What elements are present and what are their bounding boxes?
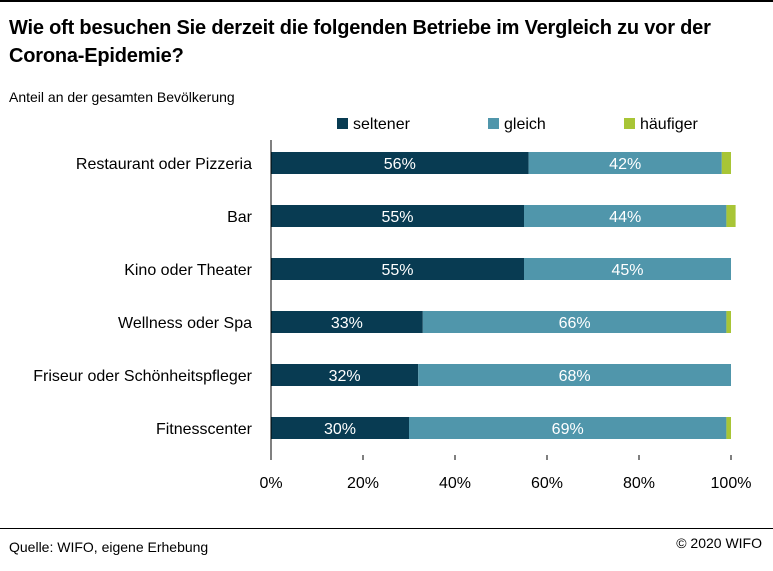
category-label: Restaurant oder Pizzeria xyxy=(76,156,252,173)
data-label-gleich: 44% xyxy=(609,209,641,226)
data-label-gleich: 42% xyxy=(609,156,641,173)
legend-swatch-haeufiger xyxy=(624,118,635,129)
data-label-seltener: 33% xyxy=(331,315,363,332)
x-tick-label: 40% xyxy=(439,475,471,492)
bar-segment-haeufiger xyxy=(726,417,731,439)
data-label-seltener: 30% xyxy=(324,421,356,438)
category-label: Friseur oder Schönheitspfleger xyxy=(33,368,252,385)
legend-label-haeufiger: häufiger xyxy=(640,116,698,133)
legend-swatch-seltener xyxy=(337,118,348,129)
x-tick-label: 0% xyxy=(259,475,282,492)
bar-segment-gleich xyxy=(524,258,731,280)
bar-segment-seltener xyxy=(271,417,409,439)
category-label: Kino oder Theater xyxy=(124,262,252,279)
legend-swatch-gleich xyxy=(488,118,499,129)
source-note: Quelle: WIFO, eigene Erhebung xyxy=(9,539,209,555)
bar-segment-gleich xyxy=(422,311,727,333)
top-rule xyxy=(0,0,773,2)
bar-segment-gleich xyxy=(528,152,722,174)
stacked-bar-chart: seltener gleich häufiger Restaurant oder Pi… xyxy=(33,116,752,492)
data-label-gleich: 66% xyxy=(559,315,591,332)
bar-segment-haeufiger xyxy=(726,311,731,333)
bar-segment-seltener xyxy=(271,364,419,386)
copyright-note: © 2020 WIFO xyxy=(676,535,762,551)
legend-label-gleich: gleich xyxy=(504,116,546,133)
data-label-seltener: 32% xyxy=(329,368,361,385)
legend-label-seltener: seltener xyxy=(353,116,411,133)
x-tick-label: 20% xyxy=(347,475,379,492)
bar-segment-gleich xyxy=(409,417,727,439)
bar-segment-seltener xyxy=(271,258,524,280)
data-label-seltener: 56% xyxy=(384,156,416,173)
data-label-seltener: 55% xyxy=(381,209,413,226)
x-tick-label: 100% xyxy=(711,475,752,492)
x-tick-label: 60% xyxy=(531,475,563,492)
bar-segment-gleich xyxy=(524,205,727,227)
bar-segment-seltener xyxy=(271,311,423,333)
bar-segment-seltener xyxy=(271,205,524,227)
category-label: Bar xyxy=(227,209,253,226)
category-label: Fitnesscenter xyxy=(156,421,253,438)
x-tick-label: 80% xyxy=(623,475,655,492)
chart-title: Wie oft besuchen Sie derzeit die folgend… xyxy=(9,17,711,67)
bar-segment-haeufiger xyxy=(721,152,731,174)
chart-subtitle: Anteil an der gesamten Bevölkerung xyxy=(9,89,235,105)
bar-segment-gleich xyxy=(418,364,731,386)
bar-segment-haeufiger xyxy=(726,205,736,227)
category-label: Wellness oder Spa xyxy=(118,315,252,332)
data-label-seltener: 55% xyxy=(381,262,413,279)
data-label-gleich: 68% xyxy=(559,368,591,385)
bottom-rule xyxy=(0,528,773,529)
data-label-gleich: 69% xyxy=(552,421,584,438)
data-label-gleich: 45% xyxy=(611,262,643,279)
bar-segment-seltener xyxy=(271,152,529,174)
